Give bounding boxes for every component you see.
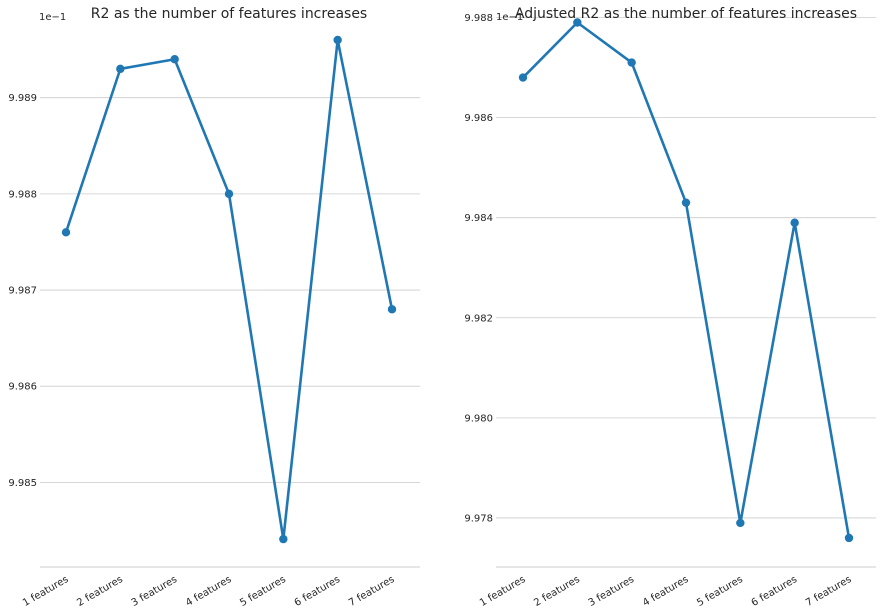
data-point bbox=[518, 73, 528, 82]
y-tick-label: 9.985 bbox=[8, 478, 37, 489]
x-tick-label: 2 features bbox=[532, 574, 582, 609]
x-tick-label: 1 features bbox=[21, 574, 71, 609]
data-point bbox=[116, 64, 125, 74]
x-tick-label: 6 features bbox=[750, 574, 800, 609]
data-point bbox=[627, 58, 636, 67]
y-tick-label: 9.982 bbox=[464, 313, 493, 324]
chart-title: Adjusted R2 as the number of features in… bbox=[515, 6, 857, 22]
y-tick-label: 9.978 bbox=[464, 513, 493, 524]
x-tick-label: 5 features bbox=[695, 574, 745, 609]
data-point bbox=[790, 218, 799, 227]
x-tick-label: 4 features bbox=[184, 574, 234, 609]
y-tick-label: 9.987 bbox=[8, 286, 37, 297]
y-tick-label: 9.988 bbox=[8, 189, 37, 200]
x-tick-label: 1 features bbox=[478, 574, 528, 609]
chart-title: R2 as the number of features increases bbox=[91, 6, 367, 22]
data-point bbox=[61, 228, 71, 237]
data-point bbox=[844, 533, 854, 543]
x-tick-label: 5 features bbox=[238, 574, 288, 609]
x-tick-label: 7 features bbox=[804, 574, 854, 609]
y-tick-label: 9.989 bbox=[8, 93, 37, 104]
x-tick-label: 3 features bbox=[130, 574, 180, 609]
y-offset-label: 1e−1 bbox=[496, 12, 523, 23]
series-line bbox=[522, 21, 851, 539]
y-tick-label: 9.986 bbox=[464, 113, 493, 124]
x-tick-label: 3 features bbox=[587, 574, 637, 609]
series-line bbox=[64, 38, 394, 541]
adjusted-r2-chart-panel: 9.978 9.980 9.982 9.984 9.986 9.988 1 features… bbox=[464, 6, 876, 609]
data-point bbox=[573, 18, 582, 27]
x-tick-label: 7 features bbox=[347, 574, 397, 609]
y-tick-label: 9.980 bbox=[464, 413, 493, 424]
data-point bbox=[681, 198, 691, 207]
data-point bbox=[736, 518, 745, 528]
x-tick-label: 4 features bbox=[641, 574, 691, 609]
y-tick-label: 9.986 bbox=[8, 382, 37, 393]
data-point bbox=[170, 55, 179, 64]
y-tick-label: 9.988 bbox=[464, 13, 493, 24]
x-tick-label: 2 features bbox=[75, 574, 125, 609]
x-tick-label: 6 features bbox=[293, 574, 343, 609]
data-point bbox=[333, 35, 342, 45]
y-tick-label: 9.984 bbox=[464, 213, 493, 224]
data-point bbox=[387, 305, 397, 314]
y-offset-label: 1e−1 bbox=[39, 12, 66, 23]
r2-chart-panel: 9.985 9.986 9.987 9.988 9.989 1 features 2 fea… bbox=[8, 6, 420, 609]
data-point bbox=[279, 534, 288, 544]
data-point bbox=[224, 189, 234, 199]
